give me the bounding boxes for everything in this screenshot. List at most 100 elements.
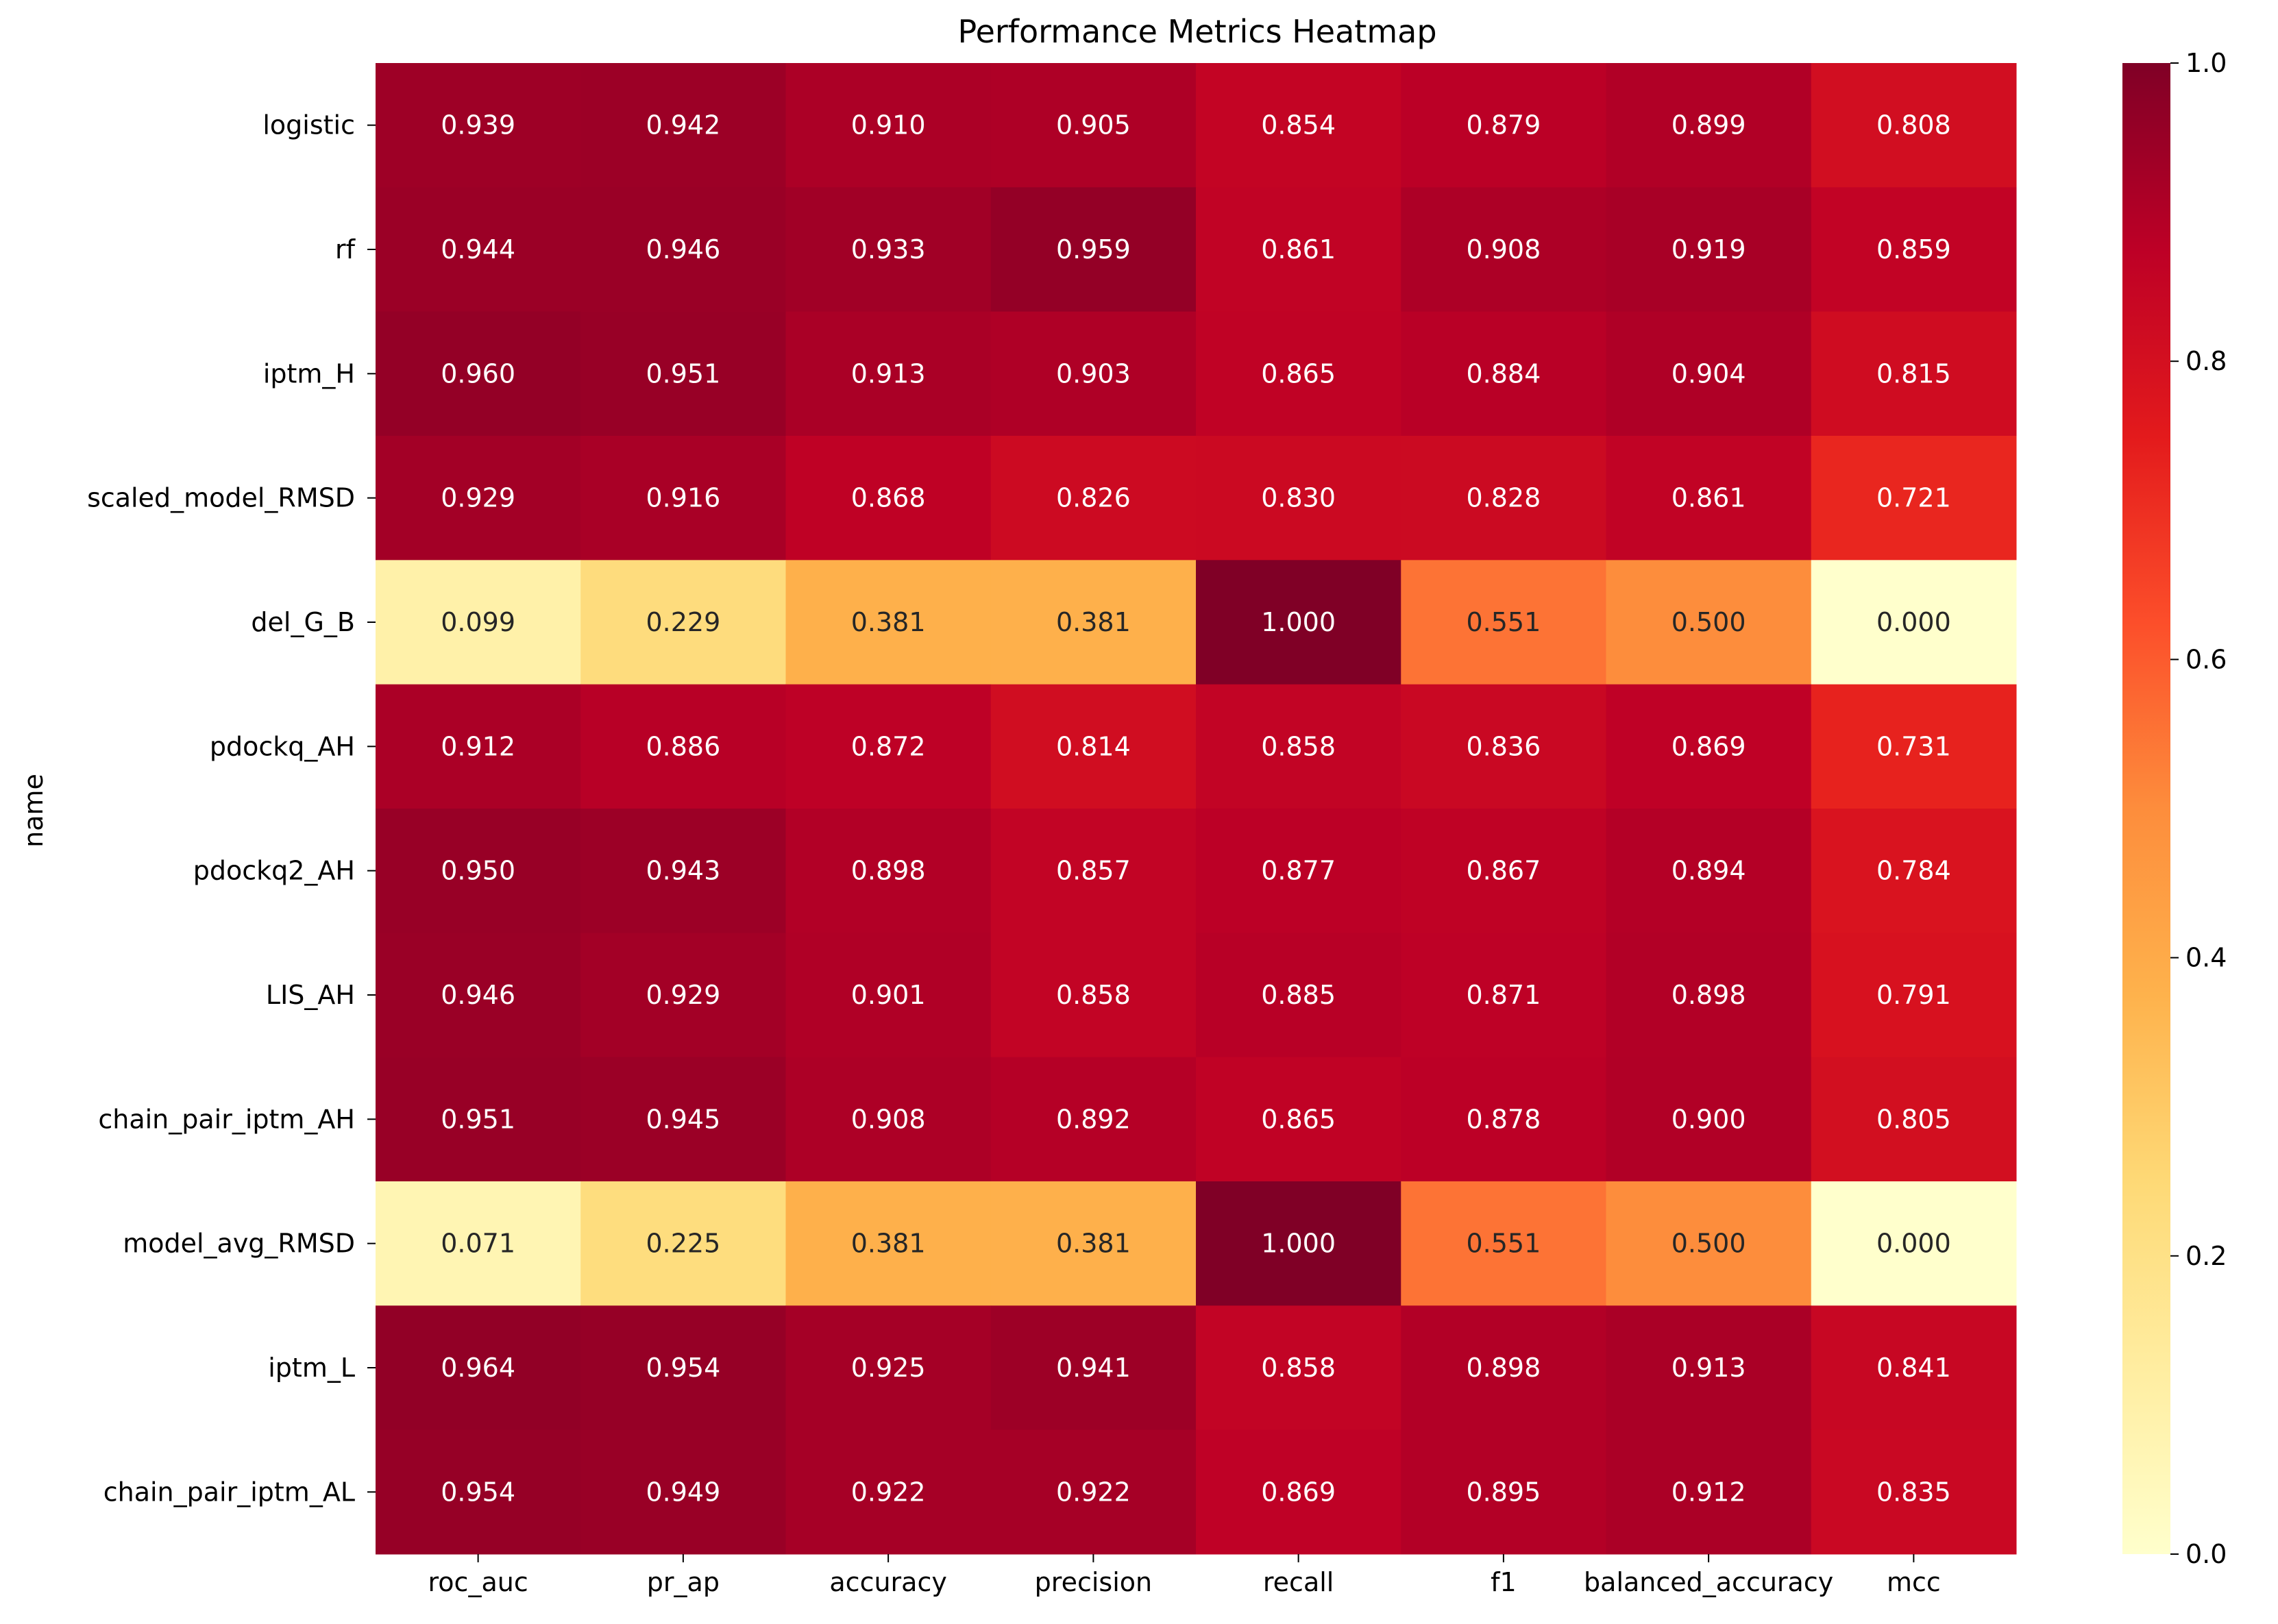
cell-value-label: 0.900	[1671, 1104, 1746, 1134]
heatmap-cell	[1811, 1305, 2017, 1431]
cell-value-label: 0.878	[1466, 1104, 1541, 1134]
cell-value-label: 0.951	[646, 358, 720, 389]
heatmap-cell	[990, 1181, 1197, 1306]
heatmap-cell	[1196, 436, 1401, 561]
heatmap-cell	[580, 560, 786, 685]
cell-value-label: 0.898	[851, 856, 926, 886]
heatmap-cell	[580, 1181, 786, 1306]
chart-title: Performance Metrics Heatmap	[957, 13, 1436, 50]
cell-value-label: 0.551	[1466, 607, 1541, 637]
heatmap-cell	[785, 63, 992, 188]
cell-value-label: 0.922	[851, 1477, 926, 1507]
cell-value-label: 0.946	[441, 980, 515, 1010]
cell-value-label: 0.815	[1876, 358, 1951, 389]
y-tick-label: del_G_B	[251, 607, 355, 637]
heatmap-cell	[1606, 311, 1812, 436]
cell-value-label: 0.841	[1876, 1353, 1951, 1383]
cell-value-label: 0.500	[1671, 607, 1746, 637]
heatmap-cell	[376, 809, 581, 933]
heatmap-cell	[1401, 311, 1606, 436]
heatmap-cell	[1606, 1305, 1812, 1431]
heatmap-cell	[1196, 684, 1401, 809]
heatmap-cell	[1811, 1057, 2017, 1182]
cell-value-label: 0.950	[441, 856, 515, 886]
cell-value-label: 0.000	[1876, 607, 1951, 637]
cell-value-label: 0.381	[851, 1229, 926, 1259]
cell-value-label: 0.861	[1261, 234, 1336, 264]
cell-value-label: 0.805	[1876, 1104, 1951, 1134]
heatmap-cell	[580, 63, 786, 188]
cell-value-label: 0.884	[1466, 358, 1541, 389]
heatmap-cell	[1401, 63, 1606, 188]
cell-value-label: 0.910	[851, 110, 926, 140]
cell-value-label: 0.071	[441, 1229, 515, 1259]
heatmap-cell	[785, 933, 992, 1058]
heatmap-cell	[1401, 1429, 1606, 1555]
heatmap-cell	[1196, 933, 1401, 1058]
colorbar-tick-label: 0.2	[2185, 1241, 2227, 1271]
cell-value-label: 0.903	[1056, 358, 1131, 389]
cell-value-label: 0.942	[646, 110, 720, 140]
heatmap-cell	[1196, 1429, 1401, 1555]
x-tick-label: mcc	[1887, 1567, 1941, 1597]
y-tick-label: iptm_L	[268, 1353, 355, 1383]
heatmap-cell	[990, 560, 1197, 685]
cell-value-label: 0.814	[1056, 731, 1131, 761]
heatmap-cell	[990, 684, 1197, 809]
cell-value-label: 0.951	[441, 1104, 515, 1134]
heatmap-cell	[376, 187, 581, 312]
cell-value-label: 0.901	[851, 980, 926, 1010]
cell-value-label: 0.859	[1876, 234, 1951, 264]
cell-value-label: 0.872	[851, 731, 926, 761]
cell-value-label: 0.858	[1056, 980, 1131, 1010]
cell-value-label: 0.898	[1671, 980, 1746, 1010]
heatmap-cell	[990, 1429, 1197, 1555]
heatmap-cell	[1401, 1305, 1606, 1431]
colorbar-tick-label: 0.4	[2185, 943, 2227, 973]
cell-value-label: 0.828	[1466, 483, 1541, 513]
cell-value-label: 0.949	[646, 1477, 720, 1507]
x-tick-label: balanced_accuracy	[1584, 1567, 1833, 1597]
cell-value-label: 0.731	[1876, 731, 1951, 761]
cell-value-label: 0.869	[1261, 1477, 1336, 1507]
colorbar-tick-label: 0.8	[2185, 346, 2227, 376]
cell-value-label: 0.943	[646, 856, 720, 886]
heatmap-cell	[990, 1305, 1197, 1431]
cell-value-label: 0.099	[441, 607, 515, 637]
y-axis-ticks: logistic rf iptm_H scaled_model_RMSD del_G_B…	[87, 110, 376, 1507]
heatmap-cell	[1196, 311, 1401, 436]
heatmap-cell	[1401, 436, 1606, 561]
cell-value-label: 0.929	[441, 483, 515, 513]
cell-value-label: 0.933	[851, 234, 926, 264]
cell-value-label: 0.885	[1261, 980, 1336, 1010]
cell-value-label: 0.899	[1671, 110, 1746, 140]
heatmap-cell	[990, 63, 1197, 188]
heatmap-cell	[1196, 63, 1401, 188]
cell-value-label: 0.925	[851, 1353, 926, 1383]
cell-value-label: 0.867	[1466, 856, 1541, 886]
heatmap-cell	[1606, 933, 1812, 1058]
x-tick-label: roc_auc	[428, 1567, 528, 1597]
heatmap-cell	[1401, 560, 1606, 685]
heatmap-cell	[1196, 1181, 1401, 1306]
heatmap-cell	[1811, 809, 2017, 933]
heatmap-cell	[1606, 187, 1812, 312]
cell-value-label: 0.913	[851, 358, 926, 389]
colorbar-tick-label: 1.0	[2185, 48, 2227, 78]
colorbar-tick-label: 0.6	[2185, 644, 2227, 674]
cell-value-label: 0.894	[1671, 856, 1746, 886]
cell-value-label: 0.857	[1056, 856, 1131, 886]
cell-value-label: 0.808	[1876, 110, 1951, 140]
cell-value-label: 0.865	[1261, 358, 1336, 389]
cell-value-label: 0.381	[1056, 607, 1131, 637]
heatmap-cell	[785, 560, 992, 685]
cell-value-label: 0.892	[1056, 1104, 1131, 1134]
cell-value-label: 0.784	[1876, 856, 1951, 886]
cell-value-label: 0.946	[646, 234, 720, 264]
cell-value-label: 0.929	[646, 980, 720, 1010]
x-tick-label: pr_ap	[647, 1567, 720, 1597]
heatmap-cell	[1811, 187, 2017, 312]
cell-value-label: 0.229	[646, 607, 720, 637]
heatmap-cell	[580, 684, 786, 809]
